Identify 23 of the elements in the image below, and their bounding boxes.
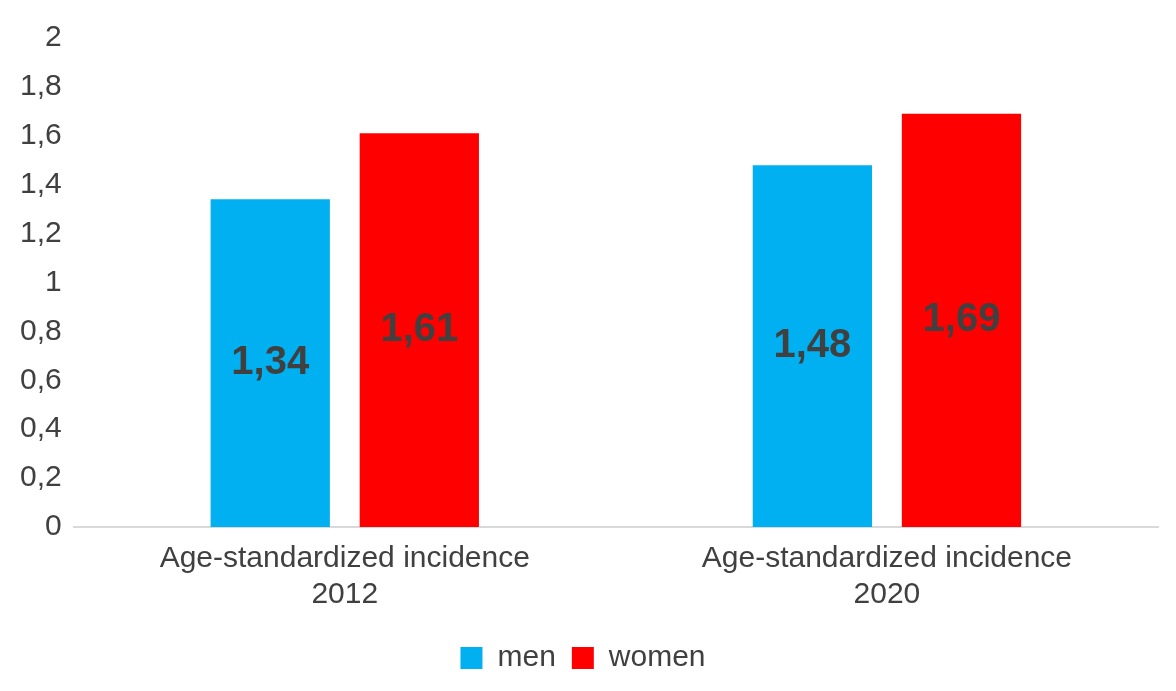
- y-tick-label: 0,4: [19, 410, 62, 444]
- data-label: 1,48: [773, 321, 852, 366]
- y-tick-label: 1,4: [19, 165, 62, 199]
- y-tick-label: 1,2: [19, 214, 62, 248]
- data-label: 1,61: [380, 305, 459, 350]
- y-tick-label: 0,6: [19, 361, 62, 395]
- y-tick-label: 1,6: [19, 117, 62, 151]
- legend-label: men: [497, 639, 556, 673]
- x-tick-label: Age-standardized incidence 2012: [159, 540, 530, 610]
- data-label: 1,34: [231, 338, 310, 383]
- y-tick-label: 0: [45, 508, 62, 542]
- data-label: 1,69: [922, 295, 1001, 340]
- bar: [901, 113, 1022, 527]
- y-tick-label: 0,2: [19, 459, 62, 493]
- y-tick-label: 1: [45, 263, 62, 297]
- x-tick-label: Age-standardized incidence 2020: [701, 540, 1073, 610]
- y-tick-label: 1,8: [19, 68, 62, 102]
- bar: [359, 133, 479, 527]
- bar: [752, 165, 873, 527]
- y-tick-label: 2: [45, 19, 62, 53]
- legend-label: women: [607, 639, 706, 673]
- bar: [210, 199, 330, 527]
- y-tick-label: 0,8: [19, 312, 62, 346]
